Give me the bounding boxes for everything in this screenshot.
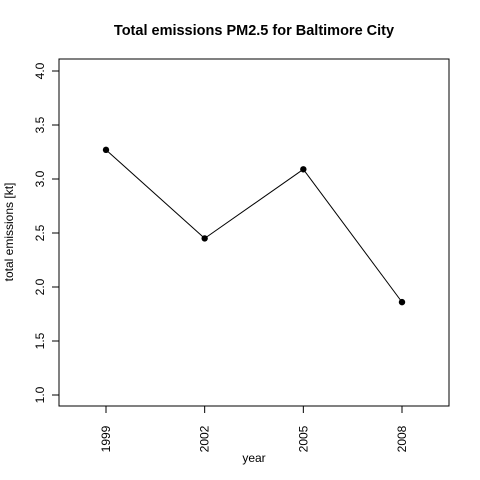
x-tick-label: 1999 <box>99 425 113 452</box>
y-tick-label: 1.0 <box>33 386 47 403</box>
y-tick-label: 4.0 <box>33 62 47 79</box>
x-tick-label: 2008 <box>395 425 409 452</box>
series-layer <box>102 146 406 306</box>
x-tick-label: 2005 <box>296 425 310 452</box>
chart-title: Total emissions PM2.5 for Baltimore City <box>114 23 394 39</box>
data-point <box>201 235 208 242</box>
data-point <box>300 166 307 173</box>
plot-frame <box>58 58 450 407</box>
data-point <box>398 298 406 306</box>
y-tick-label: 1.5 <box>33 332 47 349</box>
x-axis: 1999 2002 2005 2008 <box>99 405 409 452</box>
series-line-segment <box>105 149 206 239</box>
y-axis: 1.0 1.5 2.0 2.5 3.0 3.5 4.0 <box>33 62 60 403</box>
series-line-segment <box>204 168 304 239</box>
data-point <box>102 146 110 154</box>
y-tick-label: 3.5 <box>33 116 47 133</box>
y-tick-label: 2.5 <box>33 224 47 241</box>
y-tick-label: 2.0 <box>33 278 47 295</box>
y-axis-label: total emissions [kt] <box>2 183 16 282</box>
series-line-segment <box>302 168 403 303</box>
y-tick-label: 3.0 <box>33 170 47 187</box>
x-axis-label: year <box>242 451 265 465</box>
x-tick-label: 2002 <box>198 425 212 452</box>
